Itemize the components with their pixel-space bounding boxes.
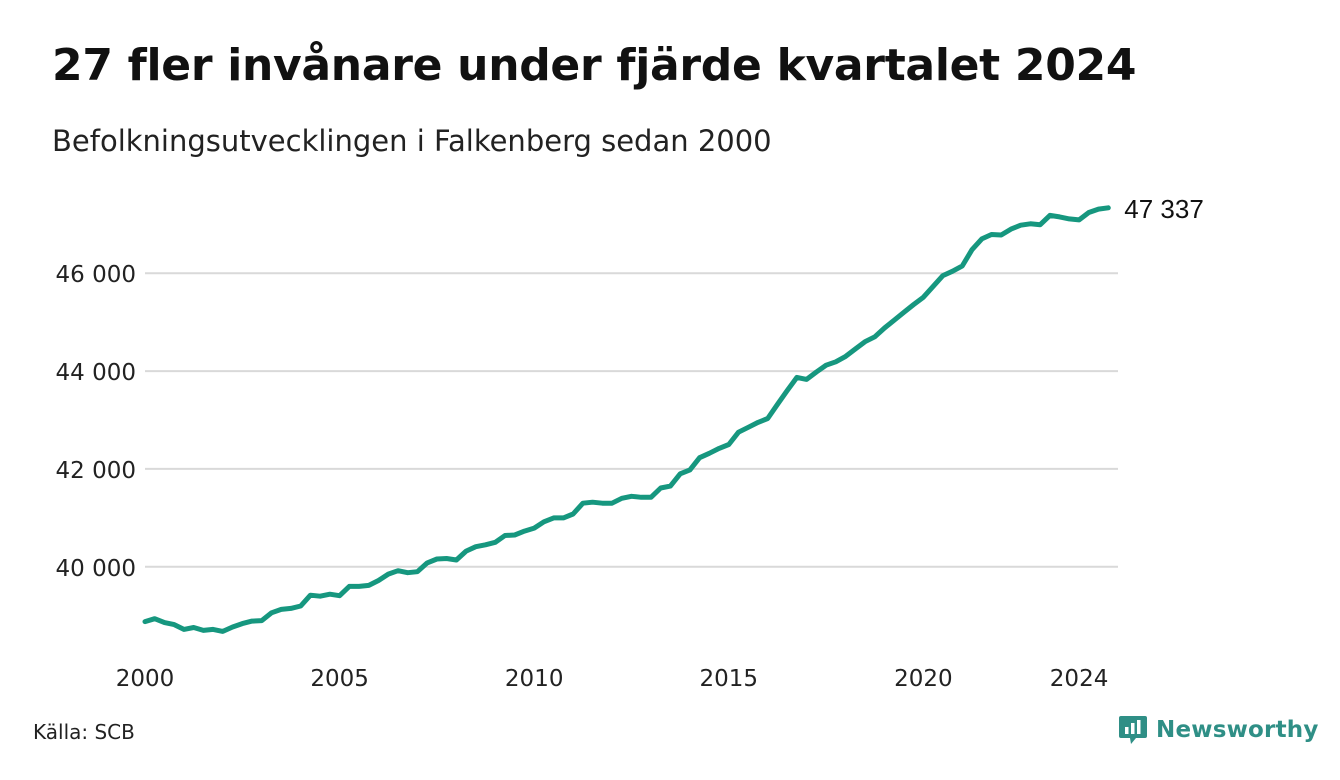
population-line-chart: 40 000 42 000 44 000 46 000 2000 2005 2010 2015… bbox=[56, 194, 1204, 692]
x-tick-label: 2000 bbox=[116, 666, 175, 692]
y-tick-label: 40 000 bbox=[56, 556, 136, 582]
source-note: Källa: SCB bbox=[33, 720, 135, 744]
y-tick-label: 44 000 bbox=[56, 360, 136, 386]
x-tick-label: 2024 bbox=[1050, 666, 1109, 692]
y-tick-label: 46 000 bbox=[56, 262, 136, 288]
brand-logo: Newsworthy bbox=[1118, 714, 1319, 746]
y-tick-label: 42 000 bbox=[56, 458, 136, 484]
x-tick-label: 2015 bbox=[700, 666, 759, 692]
x-tick-label: 2005 bbox=[310, 666, 369, 692]
brand-name: Newsworthy bbox=[1156, 717, 1319, 743]
x-tick-label: 2020 bbox=[894, 666, 953, 692]
newsworthy-logo-icon bbox=[1119, 716, 1147, 744]
end-value-label: 47 337 bbox=[1124, 194, 1204, 224]
x-tick-label: 2010 bbox=[505, 666, 564, 692]
chart-title: 27 fler invånare under fjärde kvartalet … bbox=[52, 40, 1137, 91]
series-line-population bbox=[142, 205, 1111, 634]
chart-subtitle: Befolkningsutvecklingen i Falkenberg sed… bbox=[52, 124, 772, 158]
